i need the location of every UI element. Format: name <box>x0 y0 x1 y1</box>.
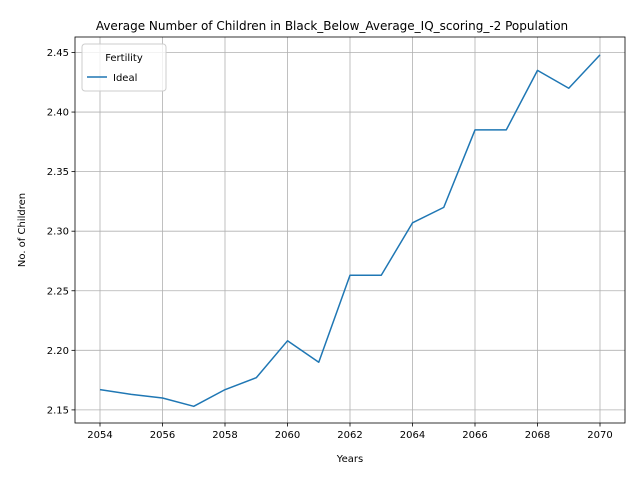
series-line-ideal <box>99 54 601 408</box>
legend-label-ideal: Ideal <box>113 73 137 84</box>
legend: Fertility Ideal <box>81 43 167 92</box>
grid <box>75 37 625 423</box>
y-axis-label: No. of Children <box>17 193 28 267</box>
y-tick-label: 2.45 <box>47 48 69 59</box>
x-tick-label: 2070 <box>587 430 612 441</box>
x-tick-label: 2058 <box>212 430 237 441</box>
x-tick-label: 2062 <box>337 430 362 441</box>
series-layer <box>99 54 601 408</box>
x-tick-label: 2064 <box>400 430 425 441</box>
y-tick-label: 2.30 <box>47 227 69 238</box>
x-tick-label: 2054 <box>87 430 112 441</box>
x-axis: 2054 2056 2058 2060 2062 2064 2066 2068 2070 <box>87 423 613 441</box>
y-tick-label: 2.25 <box>47 286 69 297</box>
legend-title: Fertility <box>105 53 143 64</box>
y-tick-label: 2.35 <box>47 167 69 178</box>
y-tick-label: 2.20 <box>47 346 69 357</box>
chart-title: Average Number of Children in Black_Belo… <box>96 19 568 33</box>
x-axis-label: Years <box>336 454 363 465</box>
x-tick-label: 2066 <box>462 430 487 441</box>
y-tick-label: 2.40 <box>47 108 69 119</box>
legend-box <box>81 43 167 92</box>
y-axis: 2.15 2.20 2.25 2.30 2.35 2.40 2.45 <box>47 48 75 416</box>
x-tick-label: 2060 <box>275 430 300 441</box>
x-tick-label: 2068 <box>525 430 550 441</box>
x-tick-label: 2056 <box>150 430 175 441</box>
y-tick-label: 2.15 <box>47 405 69 416</box>
